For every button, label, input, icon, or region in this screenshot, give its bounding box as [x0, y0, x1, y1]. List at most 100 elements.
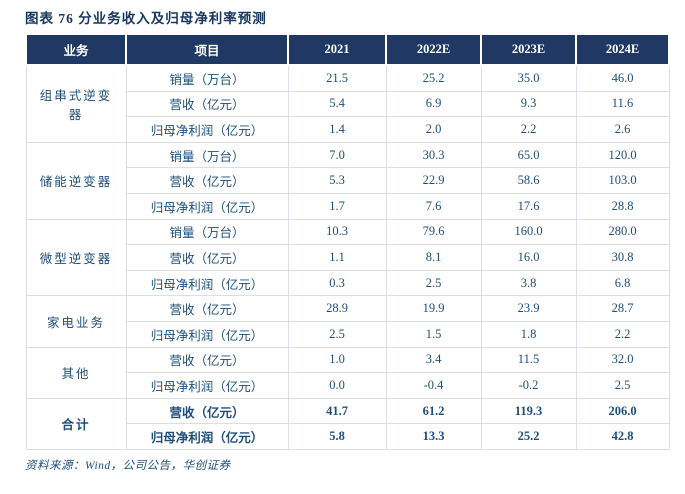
value-cell: 5.8: [287, 423, 387, 450]
business-cell: 微型逆变器: [25, 218, 127, 297]
value-cell: 25.2: [385, 64, 482, 92]
value-cell: 0.3: [287, 269, 387, 297]
value-cell: 2.2: [480, 116, 577, 143]
item-cell: 归母净利润（亿元）: [125, 192, 289, 220]
value-cell: 1.5: [385, 320, 482, 348]
value-cell: 35.0: [480, 64, 577, 92]
value-cell: 1.4: [287, 116, 387, 143]
item-cell: 归母净利润（亿元）: [125, 423, 289, 450]
value-cell: 10.3: [287, 218, 387, 246]
item-cell: 归母净利润（亿元）: [125, 372, 289, 399]
table-row: 组串式逆变器 销量（万台） 21.5 25.2 35.0 46.0: [25, 64, 670, 143]
value-cell: 25.2: [480, 423, 577, 450]
value-cell: 160.0: [480, 218, 577, 246]
value-cell: 2.5: [575, 372, 670, 399]
business-cell: 储能逆变器: [25, 141, 127, 220]
value-cell: 23.9: [480, 295, 577, 322]
value-cell: 120.0: [575, 141, 670, 169]
item-cell: 归母净利润（亿元）: [125, 320, 289, 348]
value-cell: 28.9: [287, 295, 387, 322]
value-cell: 17.6: [480, 192, 577, 220]
value-cell: 13.3: [385, 423, 482, 450]
item-cell: 销量（万台）: [125, 141, 289, 169]
value-cell: 2.0: [385, 116, 482, 143]
value-cell: 8.1: [385, 244, 482, 271]
value-cell: 2.5: [287, 320, 387, 348]
report-figure: 图表 76 分业务收入及归母净利率预测 业务 项目 2021 2022E 2023E 20…: [25, 11, 670, 472]
item-cell: 销量（万台）: [125, 64, 289, 92]
table-row: 其他 营收（亿元） 1.0 3.4 11.5 32.0: [25, 346, 670, 399]
table-row: 家电业务 营收（亿元） 28.9 19.9 23.9 28.7: [25, 295, 670, 348]
item-cell: 营收（亿元）: [125, 167, 289, 194]
item-cell: 销量（万台）: [125, 218, 289, 246]
figure-title: 图表 76 分业务收入及归母净利率预测: [25, 11, 267, 26]
value-cell: 1.0: [287, 346, 387, 374]
value-cell: 30.8: [575, 244, 670, 271]
item-cell: 营收（亿元）: [125, 397, 289, 425]
value-cell: 103.0: [575, 167, 670, 194]
table-row: 归母净利润（亿元） 1.4 2.0 2.2 2.6: [26, 116, 670, 143]
value-cell: 16.0: [480, 244, 577, 271]
item-cell: 归母净利润（亿元）: [125, 269, 289, 297]
header-row: 业务 项目 2021 2022E 2023E 2024E: [25, 33, 670, 66]
value-cell: 19.9: [385, 295, 482, 322]
table-row: 归母净利润（亿元） 0.0 -0.4 -0.2 2.5: [26, 372, 670, 399]
value-cell: 28.8: [575, 192, 670, 220]
value-cell: 61.2: [385, 397, 482, 425]
value-cell: 46.0: [575, 64, 670, 92]
business-cell: 其他: [25, 346, 127, 399]
value-cell: 206.0: [575, 397, 670, 425]
business-cell: 家电业务: [25, 295, 127, 348]
column-header-5: 2024E: [575, 33, 670, 66]
value-cell: 6.8: [575, 269, 670, 297]
value-cell: 28.7: [575, 295, 670, 322]
business-cell: 组串式逆变器: [25, 64, 127, 143]
value-cell: 5.3: [287, 167, 387, 194]
value-cell: 11.6: [575, 90, 670, 118]
value-cell: 2.6: [575, 116, 670, 143]
value-cell: 41.7: [287, 397, 387, 425]
business-cell: 合计: [25, 397, 127, 450]
value-cell: 21.5: [287, 64, 387, 92]
value-cell: 0.0: [287, 372, 387, 399]
value-cell: -0.2: [480, 372, 577, 399]
value-cell: 79.6: [385, 218, 482, 246]
value-cell: 6.9: [385, 90, 482, 118]
table-row: 微型逆变器 销量（万台） 10.3 79.6 160.0 280.0: [25, 218, 670, 297]
value-cell: 1.8: [480, 320, 577, 348]
item-cell: 归母净利润（亿元）: [125, 116, 289, 143]
item-cell: 营收（亿元）: [125, 244, 289, 271]
table-row: 归母净利润（亿元） 1.7 7.6 17.6 28.8: [26, 192, 670, 220]
value-cell: 65.0: [480, 141, 577, 169]
value-cell: 42.8: [575, 423, 670, 450]
column-header-1: 项目: [125, 33, 289, 66]
value-cell: 11.5: [480, 346, 577, 374]
table-row: 储能逆变器 销量（万台） 7.0 30.3 65.0 120.0: [25, 141, 670, 220]
table-row: 归母净利润（亿元） 0.3 2.5 3.8 6.8: [26, 269, 670, 297]
value-cell: 3.4: [385, 346, 482, 374]
value-cell: 2.2: [575, 320, 670, 348]
column-header-2: 2021: [287, 33, 387, 66]
value-cell: 58.6: [480, 167, 577, 194]
value-cell: 3.8: [480, 269, 577, 297]
value-cell: 1.7: [287, 192, 387, 220]
value-cell: 2.5: [385, 269, 482, 297]
item-cell: 营收（亿元）: [125, 90, 289, 118]
table-row: 归母净利润（亿元） 5.8 13.3 25.2 42.8: [26, 423, 670, 450]
value-cell: 30.3: [385, 141, 482, 169]
item-cell: 营收（亿元）: [125, 346, 289, 374]
value-cell: 32.0: [575, 346, 670, 374]
forecast-table: 业务 项目 2021 2022E 2023E 2024E 组串式逆变器 销量（万台） 21.5…: [25, 33, 670, 450]
value-cell: 9.3: [480, 90, 577, 118]
table-header: 业务 项目 2021 2022E 2023E 2024E: [25, 33, 670, 66]
value-cell: 119.3: [480, 397, 577, 425]
table-row: 营收（亿元） 1.1 8.1 16.0 30.8: [26, 244, 670, 271]
column-header-3: 2022E: [385, 33, 482, 66]
value-cell: 7.0: [287, 141, 387, 169]
value-cell: 7.6: [385, 192, 482, 220]
table-row: 归母净利润（亿元） 2.5 1.5 1.8 2.2: [26, 320, 670, 348]
value-cell: 280.0: [575, 218, 670, 246]
table-row: 合计 营收（亿元） 41.7 61.2 119.3 206.0: [25, 397, 670, 450]
table-body: 组串式逆变器 销量（万台） 21.5 25.2 35.0 46.0 营收（亿元） 5.4 6.9…: [25, 64, 670, 450]
value-cell: 22.9: [385, 167, 482, 194]
